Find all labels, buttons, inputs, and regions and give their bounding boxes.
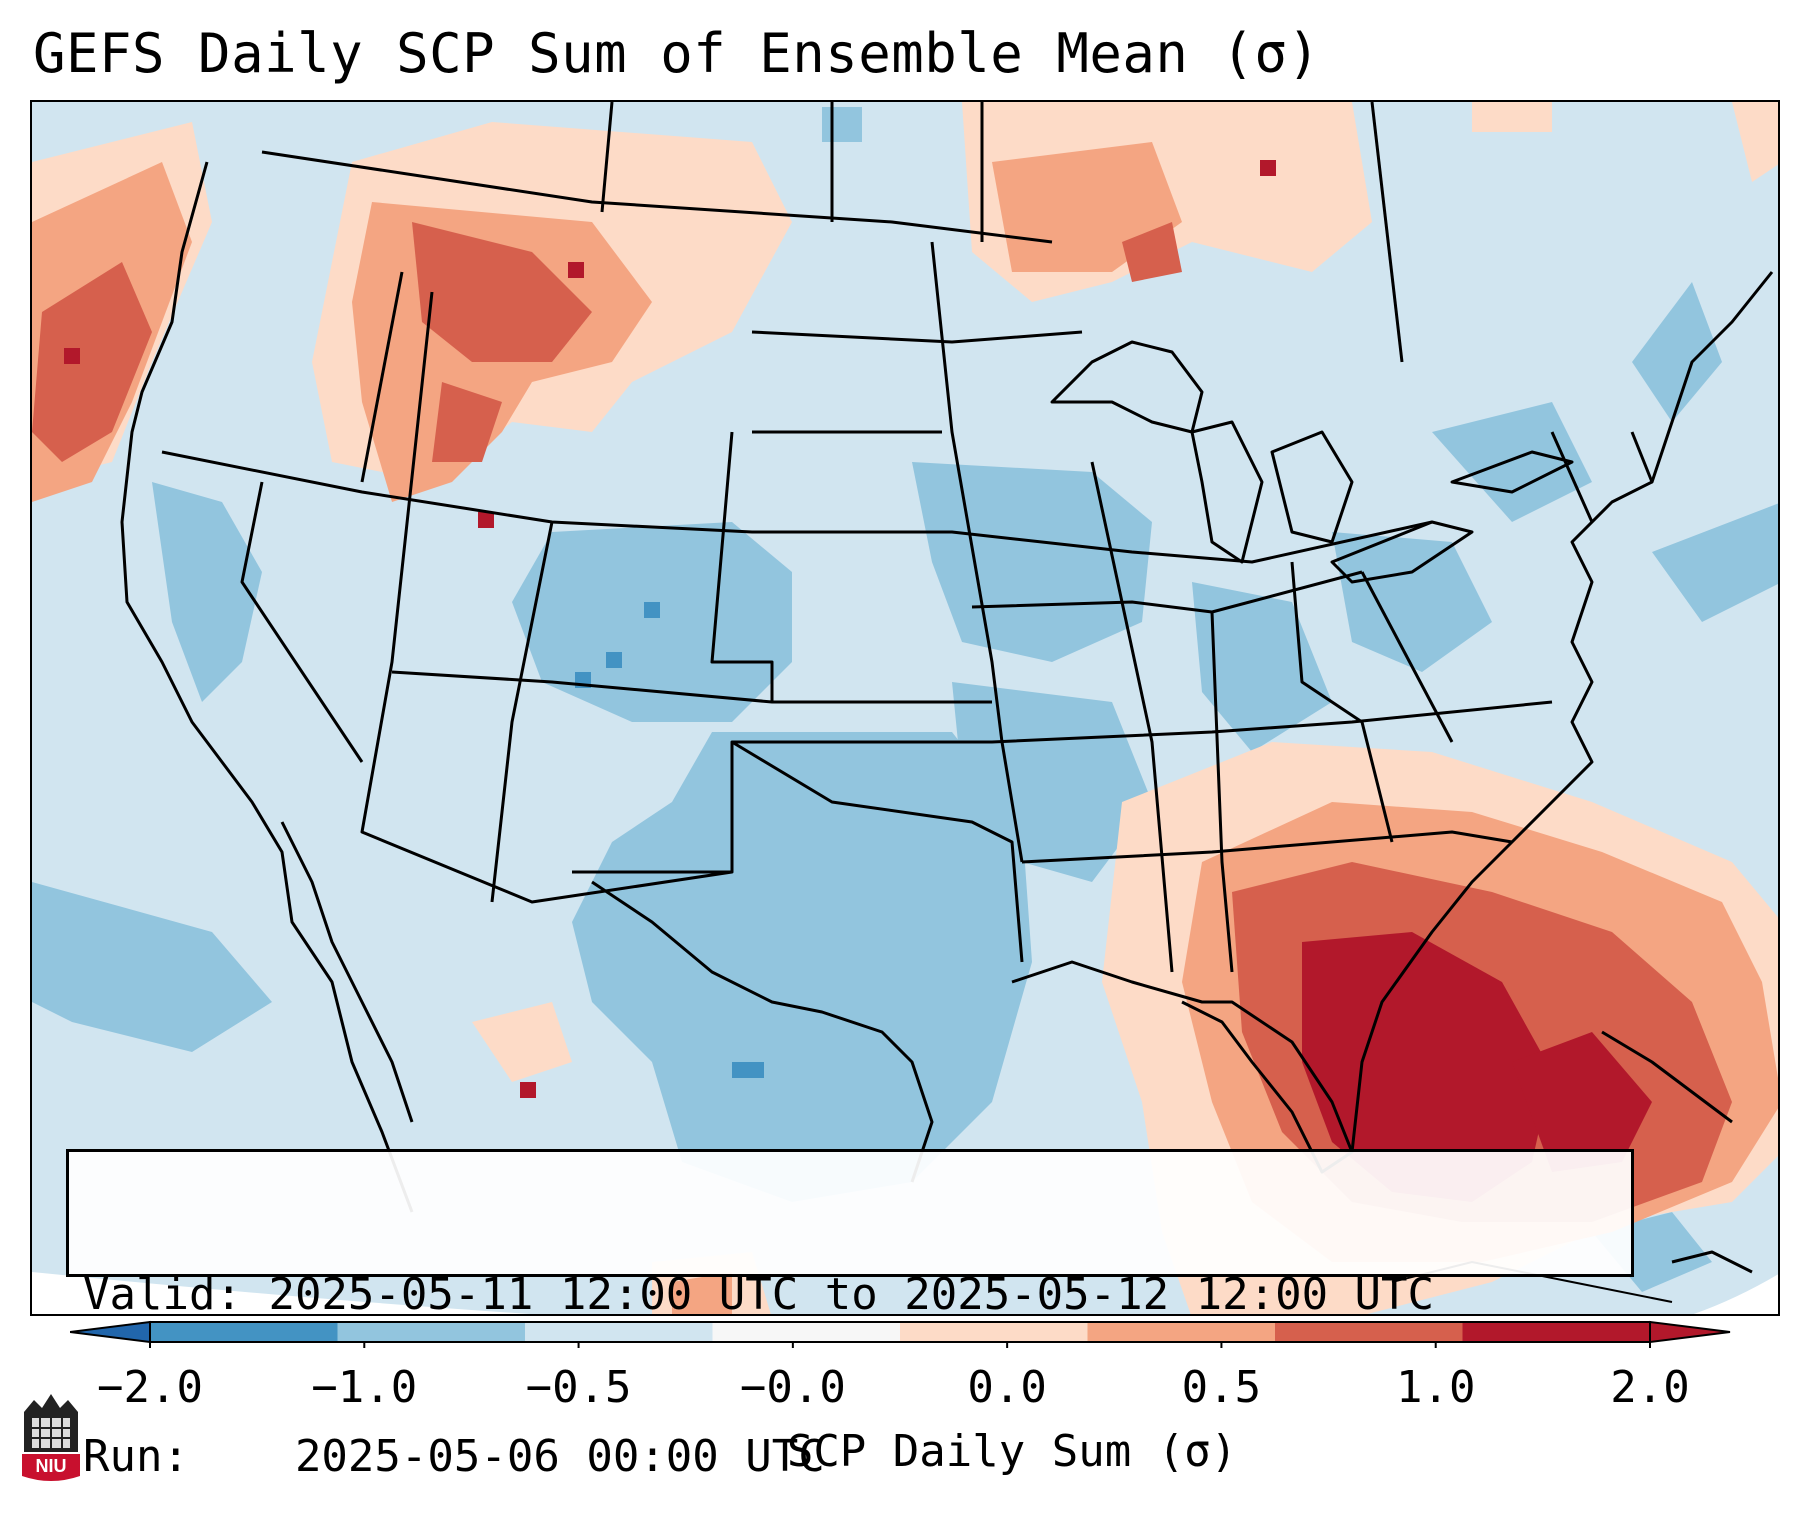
run-label: Run: xyxy=(83,1431,189,1482)
colorbar-segment xyxy=(525,1322,713,1342)
scp-anomaly-map xyxy=(32,102,1778,1314)
colorbar-segment xyxy=(1087,1322,1275,1342)
projection-corner xyxy=(32,1272,530,1314)
map-panel xyxy=(30,100,1780,1316)
valid-line: Valid: 2025-05-11 12:00 UTC to 2025-05-1… xyxy=(83,1268,1617,1322)
colorbar-tick-label: −1.0 xyxy=(311,1362,418,1413)
extreme-positive-fields xyxy=(64,160,1652,1202)
colorbar-tick-label: −0.0 xyxy=(739,1362,846,1413)
colorbar-segment xyxy=(337,1322,525,1342)
valid-label: Valid: xyxy=(83,1269,242,1320)
colorbar-segment xyxy=(150,1322,338,1342)
colorbar-segment xyxy=(1275,1322,1463,1342)
validity-info-box: Valid: 2025-05-11 12:00 UTC to 2025-05-1… xyxy=(66,1149,1634,1482)
niu-logo: NIU xyxy=(22,1394,80,1481)
map-title: GEFS Daily SCP Sum of Ensemble Mean (σ) xyxy=(33,22,1321,85)
run-value: 2025-05-06 00:00 UTC xyxy=(294,1431,825,1482)
strong-negative-cells xyxy=(575,602,764,1078)
state-boundaries xyxy=(120,102,1774,1274)
colorbar-segment xyxy=(712,1322,900,1342)
projection-corner xyxy=(1693,1274,1778,1314)
colorbar-tick-label: −2.0 xyxy=(97,1362,203,1413)
colorbar xyxy=(70,1320,1731,1348)
valid-value: 2025-05-11 12:00 UTC to 2025-05-12 12:00… xyxy=(268,1269,1435,1320)
logo-text: NIU xyxy=(36,1456,67,1476)
colorbar-tick-label: −0.5 xyxy=(525,1362,632,1413)
colorbar-label: SCP Daily Sum (σ) xyxy=(786,1426,1238,1477)
colorbar-tick-label: 1.0 xyxy=(1395,1362,1476,1413)
colorbar-segment xyxy=(900,1322,1088,1342)
colorbar-extend-high xyxy=(1649,1320,1731,1344)
colorbar-tick-label: 0.5 xyxy=(1181,1362,1262,1413)
colorbar-extend-low xyxy=(70,1320,151,1344)
colorbar-segment xyxy=(1462,1322,1650,1342)
colorbar-tick-label: 0.0 xyxy=(967,1362,1047,1413)
colorbar-tick-label: 2.0 xyxy=(1610,1362,1690,1413)
run-line: Run: 2025-05-06 00:00 UTC xyxy=(83,1430,1617,1484)
